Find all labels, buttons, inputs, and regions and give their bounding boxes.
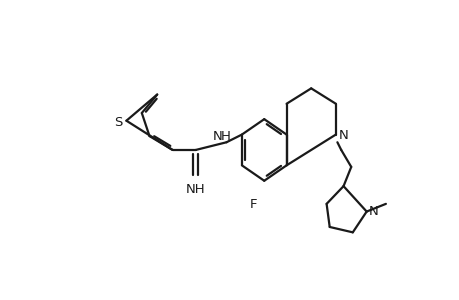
Text: N: N: [212, 130, 222, 142]
Text: H: H: [220, 130, 230, 142]
Text: NH: NH: [185, 183, 205, 196]
Text: N: N: [368, 205, 378, 218]
Text: S: S: [114, 116, 122, 129]
Text: N: N: [338, 129, 348, 142]
Text: F: F: [249, 198, 257, 211]
